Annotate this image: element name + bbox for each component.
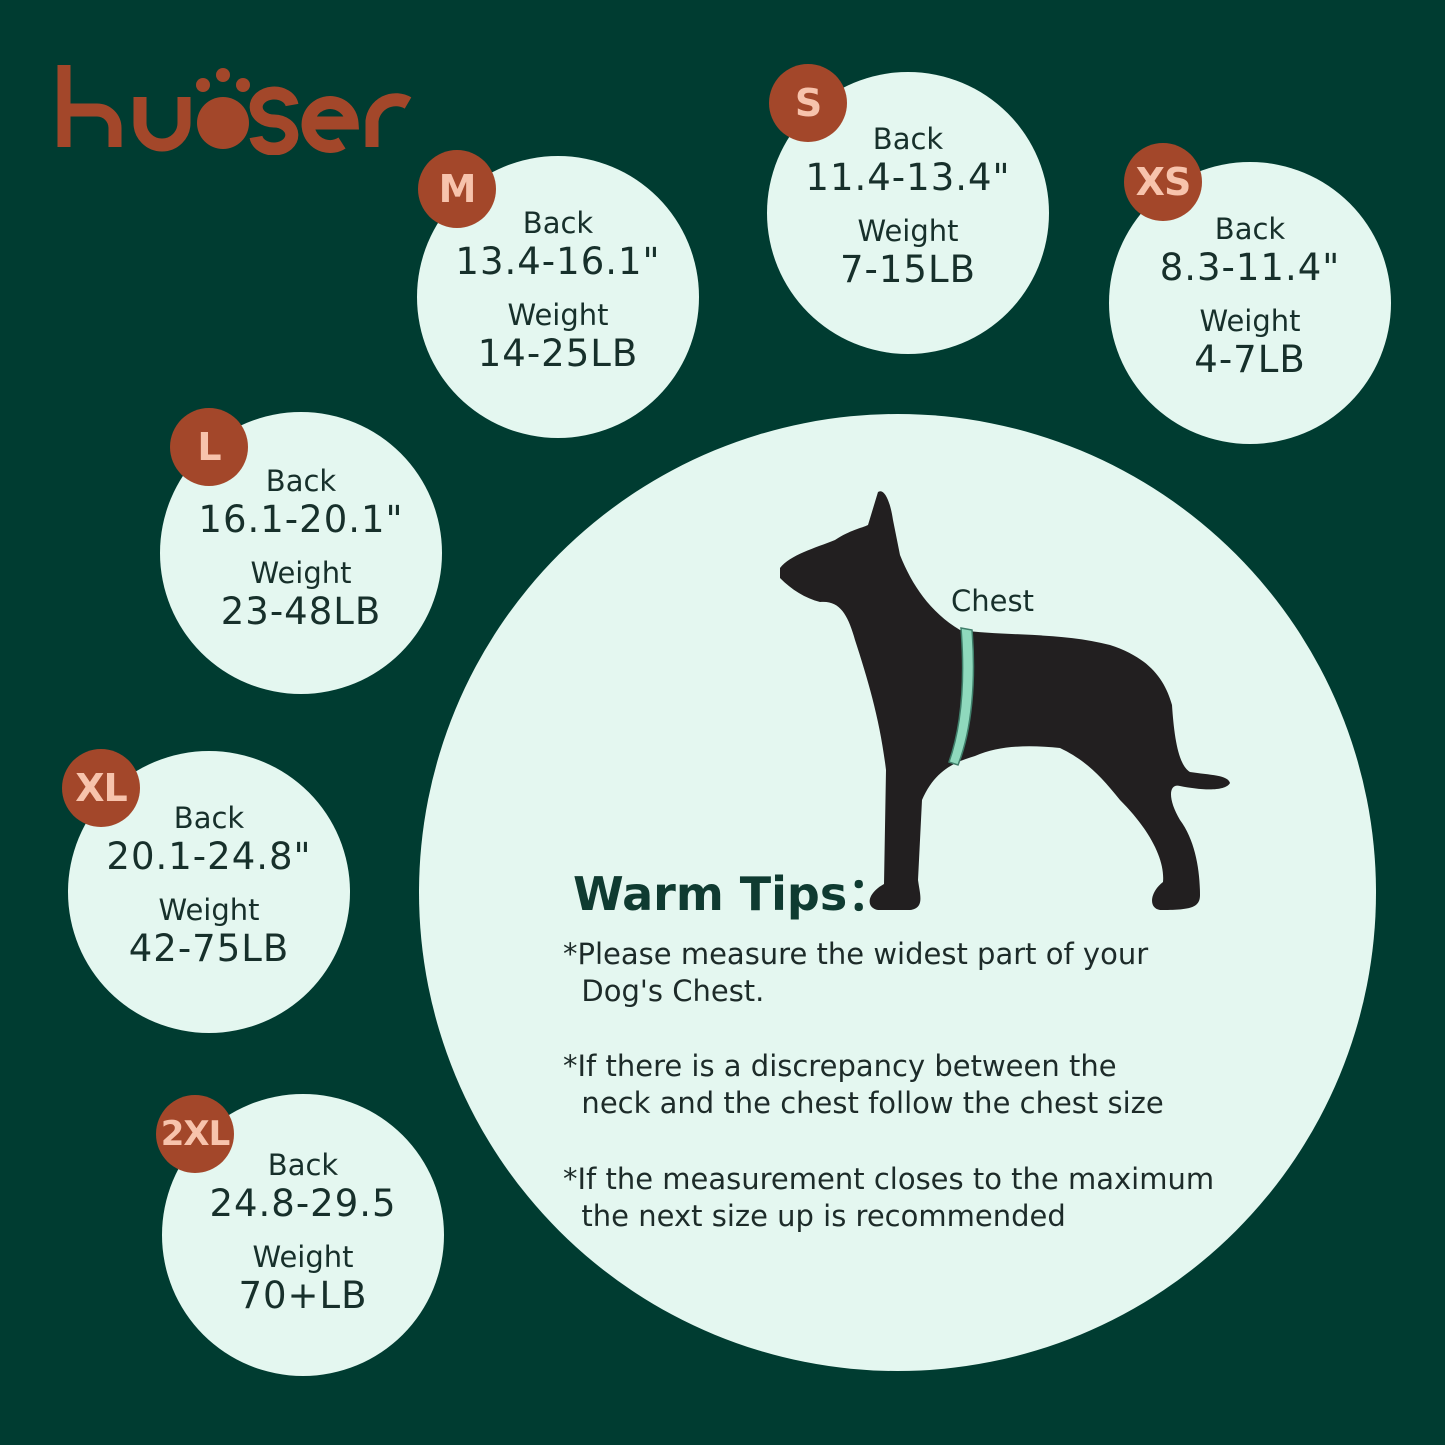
tip-item: *If there is a discrepancy between the n… xyxy=(563,1049,1164,1120)
weight-value: 70+LB xyxy=(238,1274,368,1317)
size-card-l: Back 16.1-20.1" Weight 23-48LB xyxy=(160,412,442,694)
back-value: 24.8-29.5 xyxy=(209,1182,397,1225)
weight-value: 7-15LB xyxy=(840,248,976,291)
weight-label: Weight xyxy=(507,298,609,332)
back-value: 8.3-11.4" xyxy=(1159,246,1341,289)
back-value: 13.4-16.1" xyxy=(455,240,661,283)
measuring-tape-icon xyxy=(948,627,975,766)
weight-label: Weight xyxy=(857,214,959,248)
size-badge-l: L xyxy=(170,408,248,486)
size-badge-m: M xyxy=(418,150,496,228)
back-value: 11.4-13.4" xyxy=(805,156,1011,199)
size-badge-xs: XS xyxy=(1124,143,1202,221)
size-badge-2xl: 2XL xyxy=(156,1095,234,1173)
back-label: Back xyxy=(173,801,245,835)
chest-label: Chest xyxy=(951,584,1034,618)
back-label: Back xyxy=(872,122,944,156)
size-badge-s: S xyxy=(769,64,847,142)
tip-item: *Please measure the widest part of your … xyxy=(563,937,1149,1008)
size-card-s: Back 11.4-13.4" Weight 7-15LB xyxy=(767,72,1049,354)
warm-tips-title: Warm Tips： xyxy=(573,867,894,921)
weight-value: 14-25LB xyxy=(477,332,639,375)
back-label: Back xyxy=(522,206,594,240)
back-value: 20.1-24.8" xyxy=(106,835,312,878)
weight-label: Weight xyxy=(1199,304,1301,338)
kuoser-logo xyxy=(57,65,412,155)
weight-value: 4-7LB xyxy=(1194,338,1306,381)
back-label: Back xyxy=(265,464,337,498)
weight-label: Weight xyxy=(250,556,352,590)
size-badge-xl: XL xyxy=(62,749,140,827)
size-card-2xl: Back 24.8-29.5 Weight 70+LB xyxy=(162,1094,444,1376)
weight-value: 23-48LB xyxy=(220,590,382,633)
back-label: Back xyxy=(267,1148,339,1182)
back-label: Back xyxy=(1214,212,1286,246)
weight-value: 42-75LB xyxy=(128,927,290,970)
back-value: 16.1-20.1" xyxy=(198,498,404,541)
weight-label: Weight xyxy=(158,893,260,927)
tip-item: *If the measurement closes to the maximu… xyxy=(563,1162,1215,1233)
weight-label: Weight xyxy=(252,1240,354,1274)
dog-silhouette-icon xyxy=(780,491,1230,910)
